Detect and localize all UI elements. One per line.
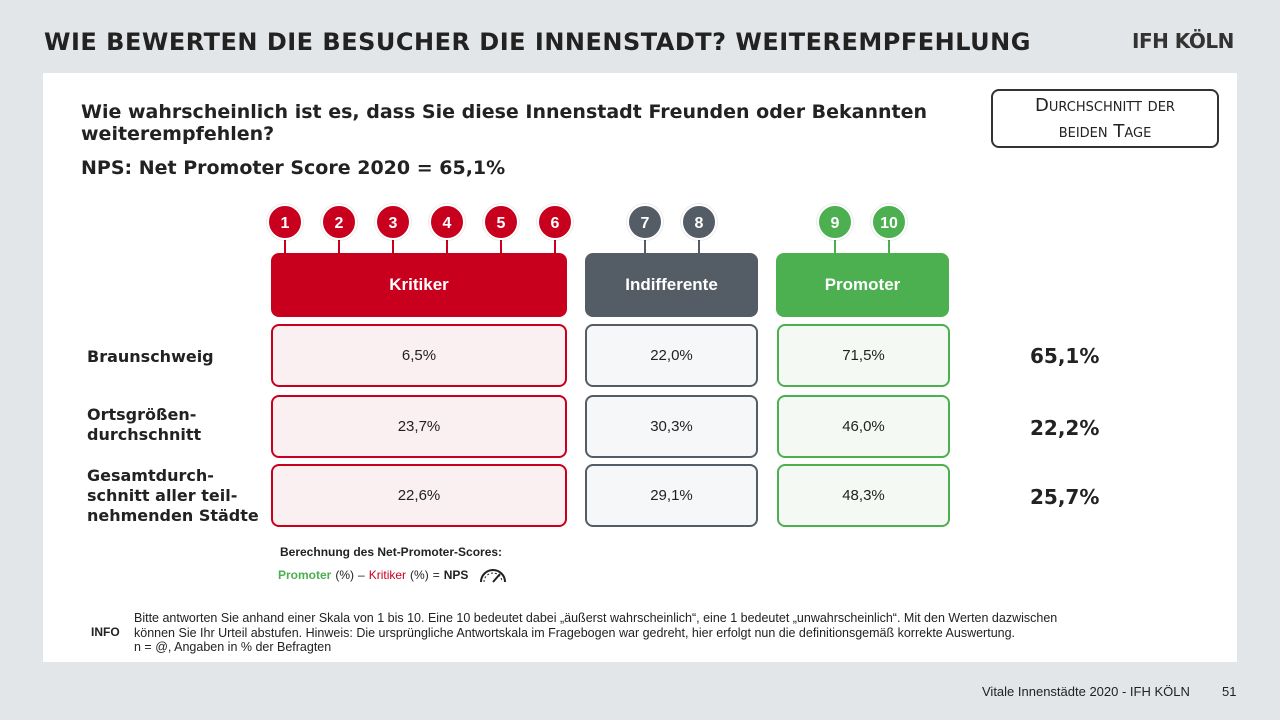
row-label-line: nehmenden Städte: [87, 506, 259, 525]
scale-point-8: 8: [681, 204, 717, 240]
scale-stem: [446, 238, 448, 254]
calc-promoter: Promoter: [278, 568, 332, 582]
row-nps-value: 22,2%: [1030, 416, 1100, 440]
footer-source: Vitale Innenstädte 2020 - IFH KÖLN: [982, 684, 1190, 699]
calc-equals: =: [432, 568, 440, 582]
row-label-line: Gesamtdurch-: [87, 466, 214, 485]
calc-nps: NPS: [443, 568, 469, 582]
info-line: n = @, Angaben in % der Befragten: [134, 640, 332, 654]
average-box-line1: Durchschnitt der: [1035, 95, 1175, 116]
scale-point-7: 7: [627, 204, 663, 240]
row-label-line: schnitt aller teil-: [87, 486, 238, 505]
scale-point-9: 9: [817, 204, 853, 240]
scale-stem: [392, 238, 394, 254]
cell-promoter: 46,0%: [777, 395, 950, 458]
page-title: WIE BEWERTEN DIE BESUCHER DIE INNENSTADT…: [44, 28, 1031, 56]
scale-stem: [644, 238, 646, 254]
scale-point-5: 5: [483, 204, 519, 240]
info-text: Bitte antworten Sie anhand einer Skala v…: [134, 611, 1194, 655]
row-label-braunschweig: Braunschweig: [87, 347, 214, 367]
scale-stem: [888, 238, 890, 254]
row-label-ortsgroessen: Ortsgrößen- durchschnitt: [87, 405, 201, 445]
scale-point-3: 3: [375, 204, 411, 240]
calc-kritiker: Kritiker: [368, 568, 407, 582]
average-box-line2: beiden Tage: [1058, 121, 1152, 142]
scale-point-4: 4: [429, 204, 465, 240]
scale-point-1: 1: [267, 204, 303, 240]
average-box: Durchschnitt der beiden Tage: [991, 89, 1219, 148]
page-number: 51: [1222, 684, 1237, 699]
header-indifferente: Indifferente: [585, 253, 758, 317]
row-label-line: durchschnitt: [87, 425, 202, 444]
scale-stem: [554, 238, 556, 254]
scale-point-10: 10: [871, 204, 907, 240]
scale-point-2: 2: [321, 204, 357, 240]
info-label: INFO: [91, 625, 120, 639]
company-logo: IFH KÖLN: [1132, 29, 1234, 53]
cell-kritiker: 22,6%: [271, 464, 567, 527]
header-kritiker: Kritiker: [271, 253, 567, 317]
cell-indifferente: 29,1%: [585, 464, 758, 527]
row-nps-value: 25,7%: [1030, 485, 1100, 509]
calc-minus: –: [358, 568, 365, 582]
scale-stem: [834, 238, 836, 254]
scale-stem: [500, 238, 502, 254]
calc-formula: Promoter (%) – Kritiker (%) = NPS: [278, 566, 508, 584]
info-line: können Sie Ihr Urteil abstufen. Hinweis:…: [134, 625, 1016, 640]
speedometer-icon: [480, 569, 507, 583]
row-label-line: Braunschweig: [87, 347, 214, 366]
info-line: Bitte antworten Sie anhand einer Skala v…: [134, 611, 1058, 625]
cell-promoter: 71,5%: [777, 324, 950, 387]
nps-headline: NPS: Net Promoter Score 2020 = 65,1%: [81, 157, 506, 179]
cell-indifferente: 22,0%: [585, 324, 758, 387]
cell-kritiker: 6,5%: [271, 324, 567, 387]
scale-stem: [284, 238, 286, 254]
scale-stem: [698, 238, 700, 254]
cell-kritiker: 23,7%: [271, 395, 567, 458]
scale-stem: [338, 238, 340, 254]
cell-promoter: 48,3%: [777, 464, 950, 527]
calc-pct1: (%): [335, 568, 355, 582]
row-label-line: Ortsgrößen-: [87, 405, 197, 424]
scale-point-6: 6: [537, 204, 573, 240]
calc-title: Berechnung des Net-Promoter-Scores:: [280, 545, 503, 559]
calc-pct2: (%): [410, 568, 429, 582]
survey-question: Wie wahrscheinlich ist es, dass Sie dies…: [81, 101, 928, 145]
cell-indifferente: 30,3%: [585, 395, 758, 458]
header-promoter: Promoter: [776, 253, 949, 317]
row-nps-value: 65,1%: [1030, 344, 1100, 368]
row-label-gesamt: Gesamtdurch- schnitt aller teil- nehmend…: [87, 466, 259, 526]
